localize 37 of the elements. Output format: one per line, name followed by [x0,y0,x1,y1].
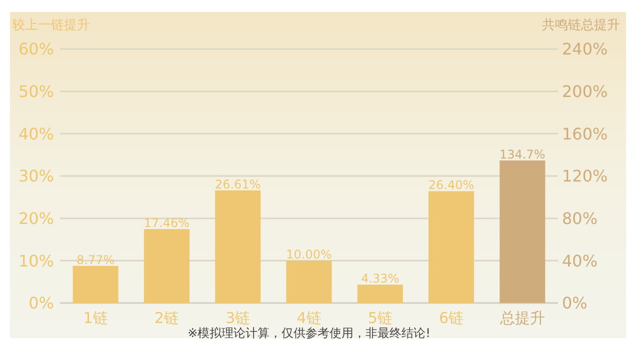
bar [144,229,190,303]
y-tick-label: 60% [18,40,54,59]
bar [286,260,332,303]
data-label: 17.46% [144,216,190,230]
y2-tick-label: 200% [562,82,608,101]
y2-tick-label: 0% [562,294,588,313]
y2-tick-label: 120% [562,166,608,186]
y2-tick-label: 240% [562,40,608,59]
bar [357,284,403,303]
data-label: 10.00% [286,248,332,262]
y2-tick-label: 40% [562,251,598,270]
bar [72,266,118,303]
x-tick-label: 1链 [83,309,108,327]
y-tick-label: 0% [28,294,54,313]
text: ※模拟理论计算，仅供参考使用，非最终结论! [188,326,430,340]
y-tick-label: 20% [18,208,54,228]
data-label: 8.77% [76,252,115,267]
y2-tick-label: 160% [562,124,608,144]
data-label: 4.33% [361,272,400,286]
y2-axis-title: 共鸣链总提升 [542,18,620,33]
data-label: 26.61% [214,177,261,192]
bar [428,191,474,303]
x-tick-label: 6链 [439,309,464,327]
x-tick-label: 总提升 [498,309,545,327]
y-tick-label: 10% [18,251,54,270]
x-tick-label: 4链 [296,309,322,327]
y-tick-label: 30% [18,166,54,186]
y2-tick-label: 80% [562,208,598,228]
bar [215,190,261,303]
x-tick-label: 2链 [154,309,179,327]
x-tick-label: 3链 [226,309,250,327]
y-axis-title: 较上一链提升 [12,18,90,33]
y-tick-label: 50% [18,82,54,101]
data-label: 26.40% [428,178,474,192]
y-tick-label: 40% [18,124,54,144]
x-tick-label: 5链 [368,309,392,327]
data-label: 134.7% [500,147,546,162]
